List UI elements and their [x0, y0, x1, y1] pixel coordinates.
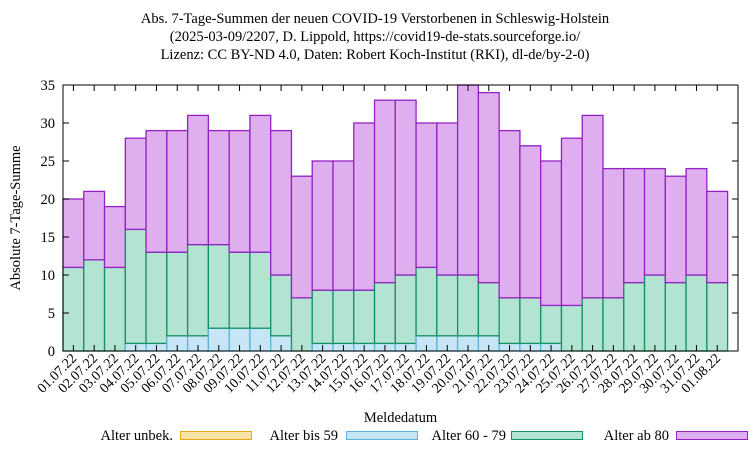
bar-segment-ab-80: [477, 91, 500, 284]
bar-segment-ab-80: [124, 137, 147, 231]
bar-segment-60-79: [332, 289, 355, 345]
bar-segment-ab-80: [103, 205, 126, 269]
bar-segment-ab-80: [415, 122, 438, 269]
y-tick-label: 20: [41, 192, 56, 208]
bar-segment-ab-80: [560, 137, 583, 307]
bar-segment-60-79: [249, 251, 272, 329]
bar-segment-ab-80: [581, 114, 604, 299]
legend-label: Alter ab 80: [603, 428, 669, 444]
bar-segment-ab-80: [664, 175, 687, 284]
bar-segment-60-79: [186, 243, 210, 337]
bar-segment-60-79: [145, 251, 168, 345]
bar-segment-ab-80: [540, 160, 563, 307]
bar-segment-ab-80: [623, 167, 646, 284]
bar-segment-60-79: [581, 297, 604, 352]
chart-title-line-3: Lizenz: CC BY-ND 4.0, Daten: Robert Koch…: [160, 47, 590, 63]
bar-segment-ab-80: [62, 198, 85, 269]
bar-segment-ab-80: [166, 129, 189, 253]
y-tick-label: 35: [41, 78, 56, 94]
bar-segment-60-79: [290, 297, 313, 352]
y-tick-label: 5: [48, 306, 55, 322]
bar-segment-60-79: [83, 259, 106, 352]
bar-segment-60-79: [664, 281, 687, 352]
bar-segment-60-79: [270, 274, 293, 337]
bar-segment-60-79: [706, 281, 729, 352]
bar-segment-ab-80: [353, 122, 376, 291]
bar-segment-60-79: [103, 266, 126, 352]
legend-label: Alter unbek.: [100, 428, 173, 444]
bar-segment-60-79: [311, 289, 334, 345]
chart-title-line-2: (2025-03-09/2207, D. Lippold, https://co…: [169, 29, 581, 45]
bar-segment-60-79: [643, 274, 666, 352]
bar-segment-60-79: [623, 281, 646, 352]
bar-segment-ab-80: [706, 190, 729, 284]
bar-segment-ab-80: [436, 122, 459, 276]
bar-segment-60-79: [560, 304, 583, 352]
x-axis-label: Meldedatum: [364, 410, 438, 426]
bar-segment-ab-80: [311, 160, 334, 291]
y-tick-label: 0: [48, 344, 55, 360]
y-tick-label: 15: [41, 230, 56, 246]
bar-segment-60-79: [373, 281, 396, 345]
y-tick-label: 10: [41, 268, 56, 284]
bar-segment-60-79: [353, 289, 376, 345]
bar-segment-60-79: [685, 274, 708, 352]
bar-segment-60-79: [477, 281, 500, 337]
bar-segment-60-79: [540, 304, 563, 345]
chart-title-line-1: Abs. 7-Tage-Summen der neuen COVID-19 Ve…: [140, 11, 610, 27]
bar-segment-60-79: [124, 228, 147, 345]
bar-segment-60-79: [519, 297, 542, 345]
y-tick-label: 25: [41, 154, 56, 170]
bar-segment-60-79: [394, 274, 417, 345]
bar-segment-60-79: [498, 297, 521, 345]
bar-segment-ab-80: [332, 160, 355, 291]
bar-segment-ab-80: [394, 99, 417, 276]
bar-segment-ab-80: [270, 129, 293, 276]
plot-frame: [62, 84, 739, 352]
bar-segment-ab-80: [602, 167, 625, 299]
bar-segment-ab-80: [228, 129, 251, 253]
bar-segment-ab-80: [519, 145, 542, 299]
bar-segment-ab-80: [643, 167, 666, 276]
bars-group: [62, 84, 729, 352]
bar-segment-60-79: [436, 274, 459, 337]
bar-segment-60-79: [456, 274, 480, 337]
bar-segment-ab-80: [685, 167, 708, 276]
legend-label: Alter 60 - 79: [431, 428, 507, 444]
bar-segment-ab-80: [373, 99, 396, 284]
legend-label: Alter bis 59: [269, 428, 338, 444]
bar-segment-60-79: [207, 243, 230, 329]
bar-segment-ab-80: [186, 114, 210, 246]
bar-segment-ab-80: [249, 114, 272, 253]
bar-segment-60-79: [228, 251, 251, 329]
bar-segment-ab-80: [456, 84, 480, 276]
bar-segment-60-79: [166, 251, 189, 337]
y-tick-label: 30: [41, 116, 56, 132]
bar-segment-ab-80: [83, 190, 106, 261]
legend-swatch: [676, 431, 748, 440]
bar-segment-60-79: [415, 266, 438, 337]
bar-segment-ab-80: [498, 129, 521, 299]
legend-swatch: [346, 431, 418, 440]
legend-swatch: [511, 431, 583, 440]
bar-segment-60-79: [62, 266, 85, 352]
bar-segment-ab-80: [290, 175, 313, 299]
bar-segment-60-79: [602, 297, 625, 352]
bar-segment-ab-80: [207, 129, 230, 246]
bar-segment-ab-80: [145, 129, 168, 253]
y-axis-label: Absolute 7-Tage-Summe: [8, 145, 24, 290]
legend-swatch: [180, 431, 252, 440]
